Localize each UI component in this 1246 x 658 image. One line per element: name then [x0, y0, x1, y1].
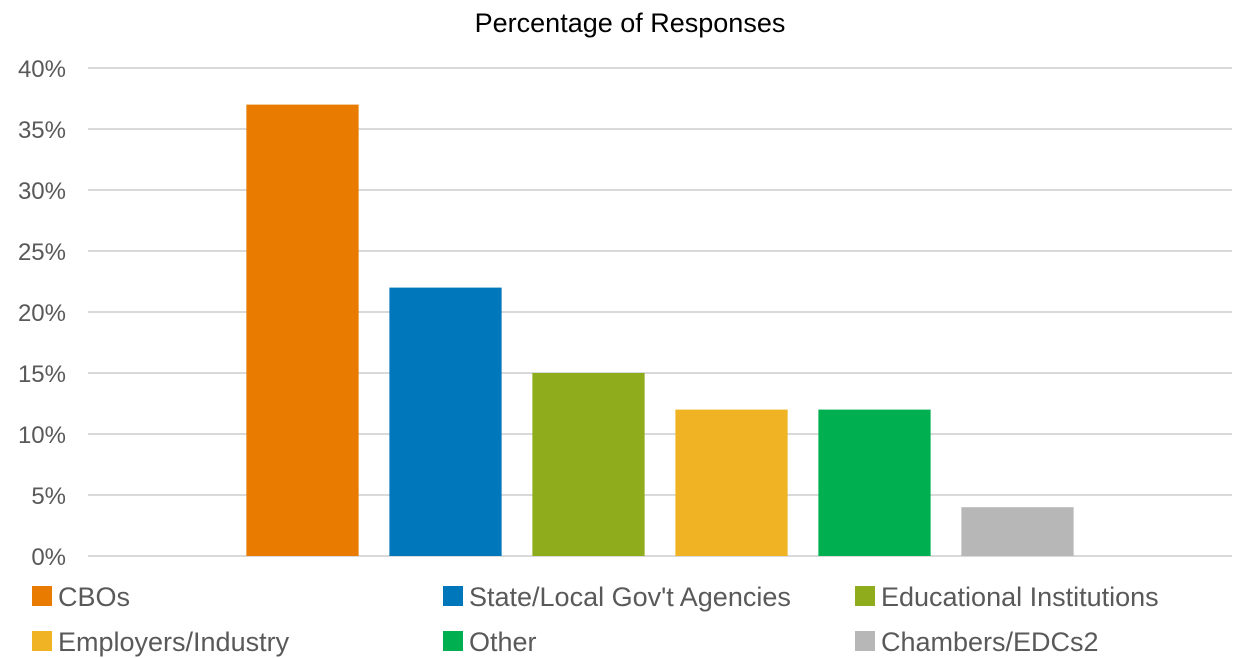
bar-chambers-edcs2 — [961, 507, 1074, 556]
y-tick-label: 10% — [18, 422, 66, 449]
legend-label: State/Local Gov't Agencies — [469, 582, 791, 612]
legend-swatch — [855, 631, 875, 651]
legend-label: Educational Institutions — [881, 582, 1159, 612]
legend-swatch — [32, 631, 52, 651]
legend: CBOs State/Local Gov't Agencies Educationa… — [32, 582, 1159, 657]
legend-swatch — [443, 586, 463, 606]
bar-educational-institutions — [532, 373, 645, 556]
y-tick-label: 5% — [31, 483, 66, 510]
y-axis: 0% 5% 10% 15% 20% 25% 30% 35% 40% — [18, 56, 66, 571]
legend-label: Other — [469, 627, 537, 657]
bar-state-local-gov-t-agencies — [389, 287, 502, 556]
legend-swatch — [32, 586, 52, 606]
legend-label: CBOs — [58, 582, 130, 612]
y-tick-label: 30% — [18, 178, 66, 205]
y-tick-label: 15% — [18, 361, 66, 388]
y-tick-label: 40% — [18, 56, 66, 83]
y-tick-label: 35% — [18, 117, 66, 144]
legend-label: Employers/Industry — [58, 627, 290, 657]
y-tick-label: 25% — [18, 239, 66, 266]
bar-employers-industry — [675, 409, 788, 556]
legend-swatch — [855, 586, 875, 606]
y-tick-label: 20% — [18, 300, 66, 327]
legend-swatch — [443, 631, 463, 651]
bar-other — [818, 409, 931, 556]
legend-label: Chambers/EDCs2 — [881, 627, 1099, 657]
bars — [246, 104, 1074, 556]
chart-title: Percentage of Responses — [475, 8, 786, 38]
bar-cbos — [246, 104, 359, 556]
y-tick-label: 0% — [31, 544, 66, 571]
